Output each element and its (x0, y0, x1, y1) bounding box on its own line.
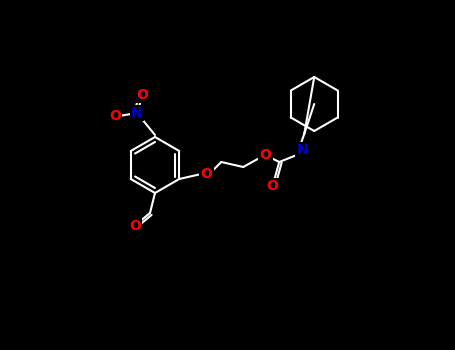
Text: N: N (297, 143, 308, 157)
Text: O: O (136, 88, 148, 102)
Text: O: O (266, 179, 278, 193)
Text: O: O (200, 167, 212, 181)
Text: N: N (131, 106, 143, 120)
Text: O: O (129, 219, 141, 233)
Text: O: O (109, 109, 121, 123)
Text: O: O (259, 148, 271, 162)
